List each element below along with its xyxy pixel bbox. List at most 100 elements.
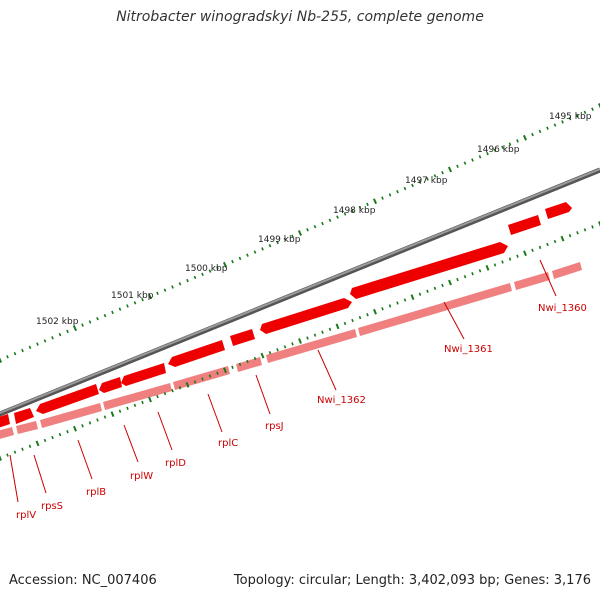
minor-tick (516, 254, 519, 258)
gene-arrow (545, 202, 572, 219)
minor-tick (358, 205, 362, 210)
minor-tick (21, 447, 24, 451)
gene-shadow (552, 262, 582, 279)
minor-tick (358, 315, 362, 320)
minor-tick (493, 148, 497, 153)
minor-tick (13, 351, 17, 356)
minor-tick (133, 301, 137, 305)
outer-tick-marks (0, 103, 600, 363)
gene-shadow (0, 427, 14, 439)
minor-tick (328, 327, 332, 331)
gene-label-rplV: rplV (16, 510, 36, 521)
major-tick (148, 396, 152, 403)
leader-rplB (77, 439, 93, 480)
minor-tick (6, 453, 9, 457)
minor-tick (553, 239, 557, 244)
minor-tick (276, 240, 279, 245)
gene-arrow (260, 298, 352, 334)
minor-tick (471, 158, 474, 162)
minor-tick (178, 386, 182, 390)
major-tick (73, 425, 77, 432)
minor-tick (321, 330, 324, 334)
leader-Nwi_1360 (539, 259, 557, 297)
minor-tick (441, 283, 444, 288)
minor-tick (568, 116, 572, 121)
minor-tick (118, 307, 122, 311)
gene-shadow (266, 329, 357, 363)
minor-tick (508, 257, 512, 261)
gene-arrow (14, 408, 34, 424)
gene-arrow (121, 363, 166, 386)
scale-label-1497: 1497 kbp (405, 176, 448, 186)
minor-tick (418, 180, 422, 184)
minor-tick (351, 318, 354, 323)
minor-tick (201, 272, 204, 277)
leader-Nwi_1362 (317, 349, 337, 391)
gene-track (0, 202, 572, 428)
major-tick (373, 308, 377, 315)
minor-tick (456, 277, 459, 282)
minor-tick (538, 245, 542, 250)
minor-tick (58, 332, 62, 337)
minor-tick (96, 316, 99, 321)
gene-label-rpsS: rpsS (41, 501, 63, 512)
minor-tick (253, 250, 257, 254)
minor-tick (531, 132, 534, 137)
minor-tick (21, 348, 24, 353)
minor-tick (51, 336, 54, 340)
minor-tick (388, 304, 392, 308)
minor-tick (156, 291, 159, 296)
gene-label-rplC: rplC (218, 438, 238, 449)
gene-shadow (16, 421, 38, 434)
minor-tick (66, 430, 69, 434)
minor-tick (283, 237, 287, 242)
minor-tick (238, 256, 242, 261)
gene-arrow (508, 215, 541, 235)
gene-arrow (0, 414, 10, 428)
minor-tick (456, 164, 459, 169)
gene-arrow (350, 242, 508, 299)
major-tick (0, 455, 2, 461)
minor-tick (381, 307, 384, 311)
major-tick (410, 294, 415, 300)
minor-tick (478, 269, 482, 273)
gene-arrow (230, 329, 255, 346)
minor-tick (276, 348, 279, 352)
minor-tick (88, 320, 92, 324)
major-tick (222, 261, 228, 268)
major-tick (485, 265, 490, 271)
minor-tick (28, 345, 32, 350)
gene-label-Nwi_1361: Nwi_1361 (444, 344, 493, 355)
major-tick (72, 325, 78, 332)
scale-label-1500: 1500 kbp (185, 264, 228, 274)
gene-arrow (36, 384, 99, 414)
scale-label-1495: 1495 kbp (549, 112, 592, 122)
minor-tick (291, 342, 294, 346)
minor-tick (478, 155, 482, 159)
minor-tick (463, 161, 467, 165)
minor-tick (283, 345, 287, 349)
gene-shadow-track (0, 262, 582, 439)
scale-ring: 1495 kbp 1496 kbp 1497 kbp 1498 kbp 1499… (0, 103, 600, 363)
minor-tick (246, 359, 249, 364)
gene-label-rpsJ: rpsJ (265, 421, 284, 432)
minor-tick (156, 394, 159, 399)
gene-label-rplW: rplW (130, 471, 153, 482)
minor-tick (321, 221, 324, 226)
minor-tick (463, 275, 467, 279)
scale-label-1496: 1496 kbp (477, 145, 520, 155)
minor-tick (493, 263, 497, 267)
minor-tick (418, 292, 422, 296)
minor-tick (111, 310, 114, 315)
minor-tick (96, 418, 99, 422)
scale-label-1499: 1499 kbp (258, 235, 301, 245)
minor-tick (583, 228, 587, 232)
minor-tick (253, 356, 257, 361)
minor-tick (81, 323, 84, 327)
minor-tick (216, 266, 219, 270)
minor-tick (246, 253, 249, 257)
leader-rpsS (33, 454, 47, 494)
gene-shadow (40, 403, 102, 428)
